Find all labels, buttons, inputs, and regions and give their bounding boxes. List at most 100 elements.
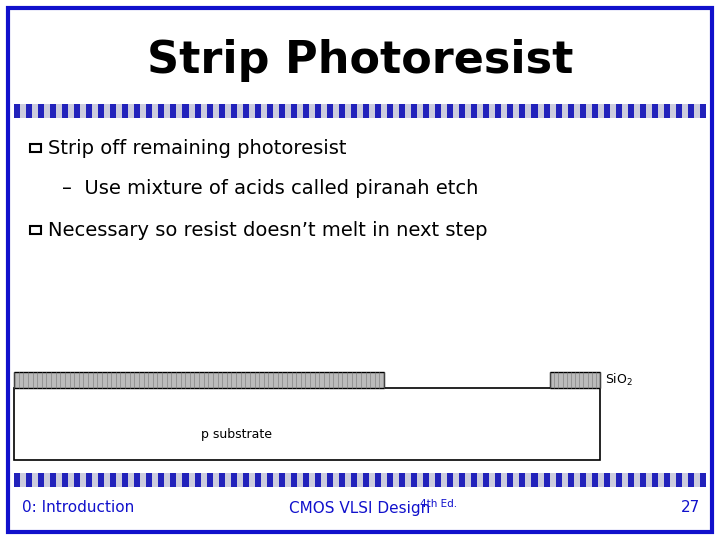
Bar [309,473,315,487]
Bar [194,473,201,487]
Bar [357,104,363,118]
Bar [658,104,664,118]
Bar [243,473,248,487]
Bar [32,473,38,487]
Text: SiO$_2$: SiO$_2$ [605,372,633,388]
Bar [399,104,405,118]
Bar [237,104,243,118]
Bar [616,473,622,487]
Bar [454,104,459,118]
Bar [38,473,44,487]
Bar [153,104,158,118]
Bar [465,473,472,487]
Bar [261,473,266,487]
Text: –  Use mixture of acids called piranah etch: – Use mixture of acids called piranah et… [62,179,478,198]
Text: p substrate: p substrate [201,428,272,441]
Bar [381,104,387,118]
Bar [297,473,303,487]
Bar [333,473,339,487]
Bar [634,473,640,487]
Bar [688,104,694,118]
Bar [20,473,26,487]
Bar [411,104,417,118]
Bar [30,226,41,234]
Bar [80,104,86,118]
Bar [526,104,531,118]
Bar [339,104,345,118]
Bar [640,104,646,118]
Bar [182,473,189,487]
Bar [670,104,676,118]
Bar [182,104,189,118]
Bar [441,104,447,118]
Bar [664,104,670,118]
Bar [207,104,212,118]
Bar [50,104,56,118]
Bar [56,473,62,487]
Bar [309,104,315,118]
Bar [158,104,164,118]
Bar [164,473,171,487]
Bar [279,104,285,118]
Bar [128,473,135,487]
Bar [592,473,598,487]
Bar [538,473,544,487]
Bar [603,104,610,118]
Bar [357,473,363,487]
Bar [459,104,465,118]
Bar [610,473,616,487]
Bar [628,104,634,118]
Bar [14,473,20,487]
Bar [80,473,86,487]
Bar [676,104,682,118]
Bar [598,104,603,118]
Bar [369,473,375,487]
Bar [544,473,549,487]
Bar [454,473,459,487]
Bar [598,473,603,487]
Bar [405,473,411,487]
Bar [291,473,297,487]
Bar [248,473,255,487]
Bar [423,104,429,118]
Bar [303,473,309,487]
Bar [387,473,393,487]
Bar [327,473,333,487]
Bar [285,104,291,118]
Bar [682,104,688,118]
Bar [501,473,508,487]
Bar [128,104,135,118]
Bar [20,104,26,118]
Bar [62,104,68,118]
Bar [616,104,622,118]
Bar [279,473,285,487]
Bar [477,473,483,487]
Bar [429,104,435,118]
Bar [447,104,454,118]
Bar [14,372,384,388]
Bar [255,104,261,118]
Bar [68,473,74,487]
Text: 0: Introduction: 0: Introduction [22,501,134,516]
Bar [363,104,369,118]
Bar [56,104,62,118]
Bar [98,473,104,487]
Bar [44,473,50,487]
Bar [483,473,490,487]
Bar [550,372,600,388]
Bar [562,473,567,487]
Bar [429,473,435,487]
Bar [646,104,652,118]
Bar [140,104,146,118]
Bar [74,104,80,118]
Bar [531,473,538,487]
Bar [92,473,98,487]
Bar [333,104,339,118]
Bar [363,473,369,487]
Text: 4th Ed.: 4th Ed. [420,499,457,509]
Bar [393,104,399,118]
Bar [556,473,562,487]
Bar [658,473,664,487]
Bar [135,104,140,118]
Bar [32,104,38,118]
